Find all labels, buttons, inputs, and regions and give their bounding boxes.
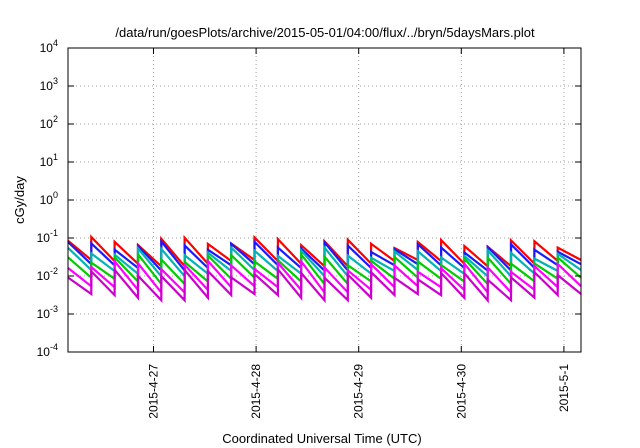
x-tick-label: 2015-4-27 [147,364,161,419]
series-group [67,234,582,304]
y-tick-label: 104 [40,38,58,55]
chart-title: /data/run/goesPlots/archive/2015-05-01/0… [115,25,535,40]
x-ticks: 2015-4-27 2015-4-28 2015-4-29 2015-4-30 2015… [147,48,571,419]
x-axis-title: Coordinated Universal Time (UTC) [222,431,421,446]
grid [68,48,581,352]
y-tick-label: 10-4 [37,342,58,359]
x-tick-label: 2015-4-29 [352,364,366,419]
y-tick-label: 10-1 [37,228,58,245]
y-tick-label: 10-3 [37,304,58,321]
x-tick-label: 2015-5-1 [557,364,571,412]
y-tick-label: 100 [40,190,58,207]
y-tick-label: 102 [40,114,58,131]
y-tick-label: 10-2 [37,266,58,283]
y-tick-label: 103 [40,76,58,93]
x-tick-label: 2015-4-30 [454,364,468,419]
y-axis-title: cGy/day [12,176,27,224]
y-tick-label: 101 [40,152,58,169]
series-line [67,266,582,304]
x-tick-label: 2015-4-28 [249,364,263,419]
y-ticks: 10-4 10-3 10-2 10-1 100 101 102 103 104 [37,38,581,359]
